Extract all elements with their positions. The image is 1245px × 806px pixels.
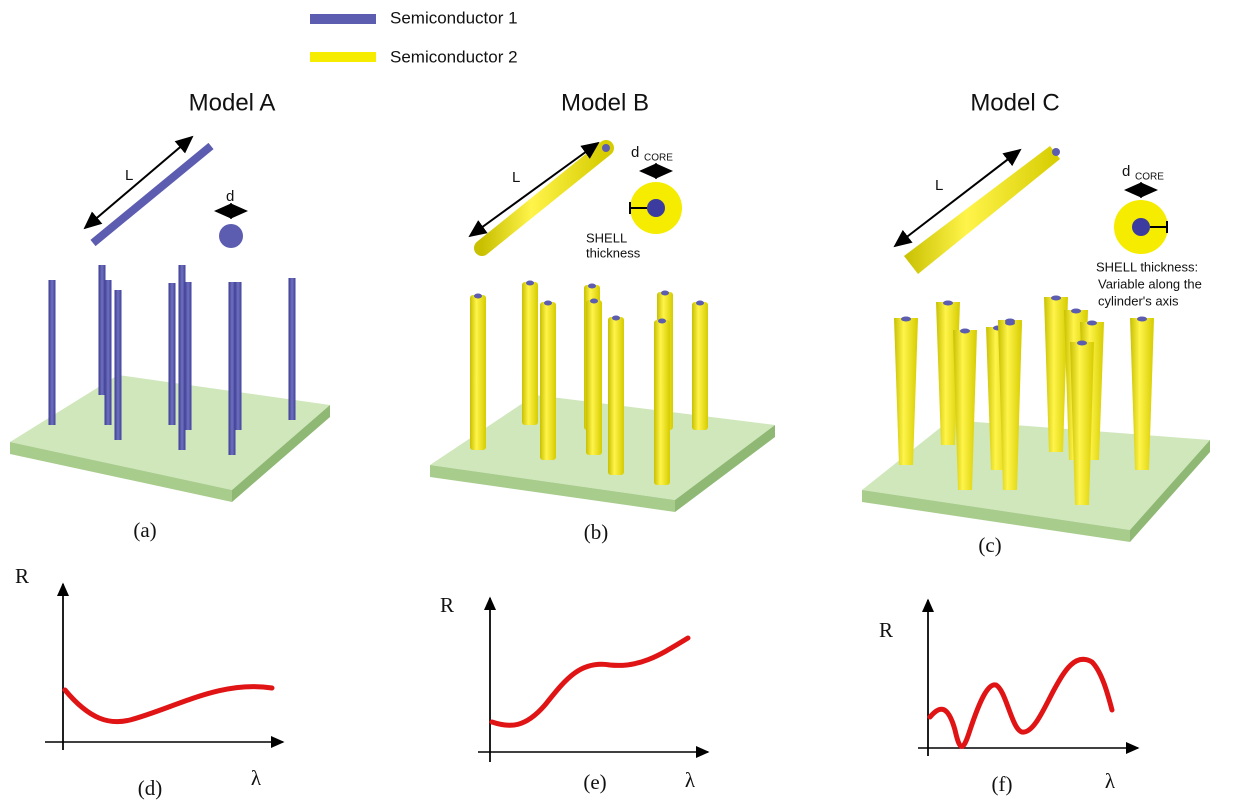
length-label: L xyxy=(125,167,133,184)
model-title: Model C xyxy=(970,89,1059,116)
length-label: L xyxy=(935,177,943,194)
nanowire xyxy=(229,282,236,455)
caption: (d) xyxy=(138,776,163,800)
nanowire xyxy=(960,329,970,334)
nanowire xyxy=(696,301,704,306)
nanowire xyxy=(235,282,242,430)
axis-label: R xyxy=(440,593,454,617)
legend-swatch xyxy=(310,52,376,62)
nanowire xyxy=(658,319,666,324)
nanowire xyxy=(185,282,192,430)
nanowire xyxy=(590,299,598,304)
nanowire xyxy=(901,317,911,322)
shell-label: SHELL xyxy=(586,230,627,245)
nanowire xyxy=(654,320,670,485)
shell-label: cylinder's axis xyxy=(1098,293,1179,308)
caption: (a) xyxy=(133,518,156,542)
nanowire xyxy=(544,301,552,306)
legend-swatch xyxy=(310,14,376,24)
nanowire xyxy=(1077,341,1087,346)
figure: Semiconductor 1 Semiconductor 2 Model A … xyxy=(0,0,1245,806)
nanowire xyxy=(894,318,918,465)
graph xyxy=(45,584,283,750)
shell-label: SHELL thickness: xyxy=(1096,259,1198,274)
arrow xyxy=(85,137,192,228)
axis-label: R xyxy=(15,564,29,588)
axis-label: λ xyxy=(251,766,262,790)
legend-label: Semiconductor 2 xyxy=(390,47,518,66)
diameter-label: d xyxy=(1122,163,1130,180)
diameter-subscript: CORE xyxy=(1135,172,1164,183)
nanowire xyxy=(1051,296,1061,301)
nanowire xyxy=(105,280,112,425)
shell-label: thickness xyxy=(586,245,641,260)
shell-label: Variable along the xyxy=(1098,276,1202,291)
caption: (b) xyxy=(584,520,609,544)
axis-label: R xyxy=(879,618,893,642)
nanowire xyxy=(93,146,211,243)
nanowire xyxy=(99,265,106,395)
nanowire xyxy=(289,278,296,420)
nanowire xyxy=(169,283,176,425)
cross-section xyxy=(219,224,243,248)
nanowire xyxy=(904,146,1060,274)
diameter-label: d xyxy=(226,188,234,205)
graph xyxy=(918,600,1138,756)
nanowire xyxy=(586,300,602,455)
nanowire xyxy=(179,265,186,450)
nanowire xyxy=(115,290,122,440)
model-title: Model B xyxy=(561,89,649,116)
nanowire xyxy=(608,317,624,475)
nanowire xyxy=(470,295,486,450)
core xyxy=(1132,218,1150,236)
axis-label: λ xyxy=(685,768,696,792)
nanowire xyxy=(1071,309,1081,314)
nanowire xyxy=(522,282,538,425)
nanowire xyxy=(943,301,953,306)
nanowire xyxy=(692,302,708,430)
diameter-label: d xyxy=(631,144,639,161)
length-label: L xyxy=(512,169,520,186)
model-title: Model A xyxy=(189,89,276,116)
core xyxy=(647,199,665,217)
caption: (c) xyxy=(978,533,1001,557)
nanowire xyxy=(661,291,669,296)
nanowire xyxy=(540,302,556,460)
graph xyxy=(478,598,708,762)
diameter-subscript: CORE xyxy=(644,153,673,164)
nanowire xyxy=(1005,321,1015,326)
core-tip xyxy=(602,144,610,152)
nanowire xyxy=(49,280,56,425)
caption: (e) xyxy=(583,770,606,794)
nanowire xyxy=(612,316,620,321)
core-tip xyxy=(1052,148,1060,156)
axis-label: λ xyxy=(1105,769,1116,793)
nanowire xyxy=(1087,321,1097,326)
nanowire xyxy=(526,281,534,286)
legend-label: Semiconductor 1 xyxy=(390,8,518,27)
nanowire xyxy=(588,284,596,289)
caption: (f) xyxy=(992,772,1013,796)
nanowire xyxy=(474,294,482,299)
arrow xyxy=(470,143,598,236)
nanowire xyxy=(1137,317,1147,322)
